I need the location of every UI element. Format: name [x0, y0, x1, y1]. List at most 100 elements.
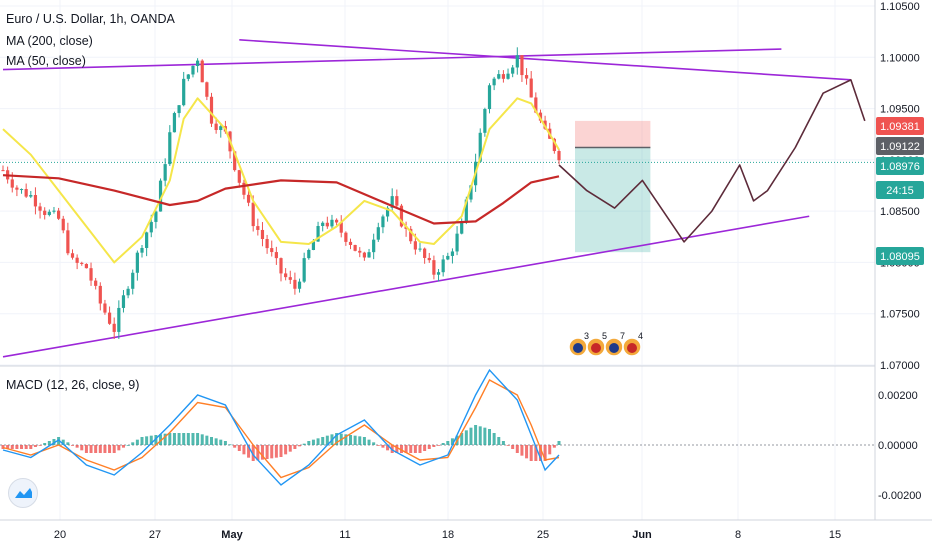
histogram-bar: [427, 445, 431, 449]
histogram-bar: [497, 437, 501, 445]
candle-body: [154, 211, 158, 222]
candle-body: [460, 222, 464, 234]
histogram-bar: [274, 445, 278, 458]
candle-body: [131, 272, 135, 289]
chart-title: Euro / U.S. Dollar, 1h, OANDA: [6, 12, 175, 26]
candle-body: [205, 82, 209, 97]
price-tag: [876, 157, 924, 175]
histogram-bar: [525, 445, 529, 459]
candle-body: [61, 218, 65, 231]
tradingview-logo[interactable]: [8, 478, 38, 508]
candle-body: [529, 78, 533, 98]
histogram-bar: [367, 439, 371, 445]
trendlines[interactable]: [2, 39, 851, 358]
macd-line: [2, 368, 560, 486]
histogram-bar: [80, 445, 84, 451]
candle-body: [311, 241, 316, 250]
histogram-bar: [404, 445, 408, 453]
candle-body: [330, 219, 334, 227]
histogram-bar: [126, 445, 130, 446]
histogram-bar: [293, 445, 297, 449]
histogram-bar: [242, 445, 246, 455]
event-flag-inner: [573, 343, 583, 353]
candle-body: [182, 78, 186, 106]
candle-body: [135, 252, 139, 273]
histogram-bar: [265, 445, 269, 459]
candle-body: [1, 170, 5, 172]
time-tick-label: 18: [442, 529, 454, 541]
time-tick-label: 15: [829, 529, 841, 541]
histogram-bar: [186, 433, 190, 445]
histogram-bar: [302, 443, 306, 445]
candle-body: [316, 226, 320, 242]
histogram-bar: [47, 441, 51, 445]
candle-body: [335, 219, 339, 223]
candle-body: [219, 126, 223, 131]
candle-body: [172, 113, 177, 133]
histogram-bar: [376, 445, 380, 446]
candle-body: [19, 189, 24, 191]
histogram-bar: [131, 442, 135, 445]
candle-body: [464, 199, 468, 223]
time-axis: 20 27 May 11 18 25 Jun 8 15: [54, 529, 841, 541]
ma50-legend[interactable]: MA (50, close): [6, 54, 86, 68]
price-tag: [876, 181, 924, 199]
candle-body: [103, 303, 107, 313]
time-tick-label: 20: [54, 529, 66, 541]
histogram-bar: [446, 441, 450, 445]
histogram-bar: [163, 433, 167, 445]
histogram-bar: [38, 445, 42, 446]
candle-body: [409, 228, 413, 242]
price-tag: [876, 117, 924, 135]
histogram-bar: [121, 445, 125, 448]
histogram-bar: [270, 445, 274, 459]
position-tool[interactable]: [0, 120, 875, 253]
histogram-bar: [214, 438, 218, 445]
histogram-bar: [1, 445, 5, 449]
candle-body: [293, 279, 297, 289]
candle-body: [353, 244, 357, 251]
price-tag-label: 1.08095: [880, 251, 920, 263]
candle-body: [284, 273, 288, 278]
candle-body: [279, 258, 283, 274]
histogram-bar: [284, 445, 288, 455]
event-count: 3: [584, 331, 589, 341]
candle-body: [325, 222, 329, 227]
candle-body: [450, 251, 455, 256]
histogram-bar: [344, 434, 348, 445]
histogram-bar: [353, 435, 357, 445]
histogram-bar: [260, 445, 264, 460]
economic-events[interactable]: 3 5 7 4: [568, 331, 643, 357]
trendline: [239, 39, 851, 81]
candle-body: [270, 248, 274, 253]
histogram-bar: [66, 442, 70, 445]
price-tick-label: 1.07000: [880, 360, 920, 372]
candle-body: [557, 151, 561, 161]
projection-path: [558, 79, 866, 243]
candle-body: [107, 312, 112, 324]
candle-body: [256, 226, 260, 230]
ma200-legend[interactable]: MA (200, close): [6, 34, 93, 48]
moving-averages: [2, 97, 560, 264]
histogram-bar: [298, 445, 302, 447]
candle-body: [520, 55, 524, 76]
histogram-bar: [94, 445, 98, 453]
histogram-bar: [177, 433, 181, 445]
histogram-bar: [223, 441, 227, 445]
macd-legend[interactable]: MACD (12, 26, close, 9): [6, 378, 140, 392]
histogram-bar: [464, 430, 468, 445]
candle-body: [168, 132, 172, 165]
candle-body: [177, 105, 181, 114]
price-tag-label: 24:15: [886, 185, 914, 197]
histogram-bar: [372, 442, 376, 445]
candle-body: [66, 230, 70, 254]
candle-body: [158, 180, 163, 212]
candle-body: [497, 74, 501, 79]
time-tick-label: 27: [149, 529, 161, 541]
candle-body: [112, 323, 116, 332]
candle-body: [209, 96, 214, 124]
price-tag-label: 1.09122: [880, 141, 920, 153]
candle-body: [362, 252, 366, 258]
price-tick-label: 1.09500: [880, 104, 920, 116]
